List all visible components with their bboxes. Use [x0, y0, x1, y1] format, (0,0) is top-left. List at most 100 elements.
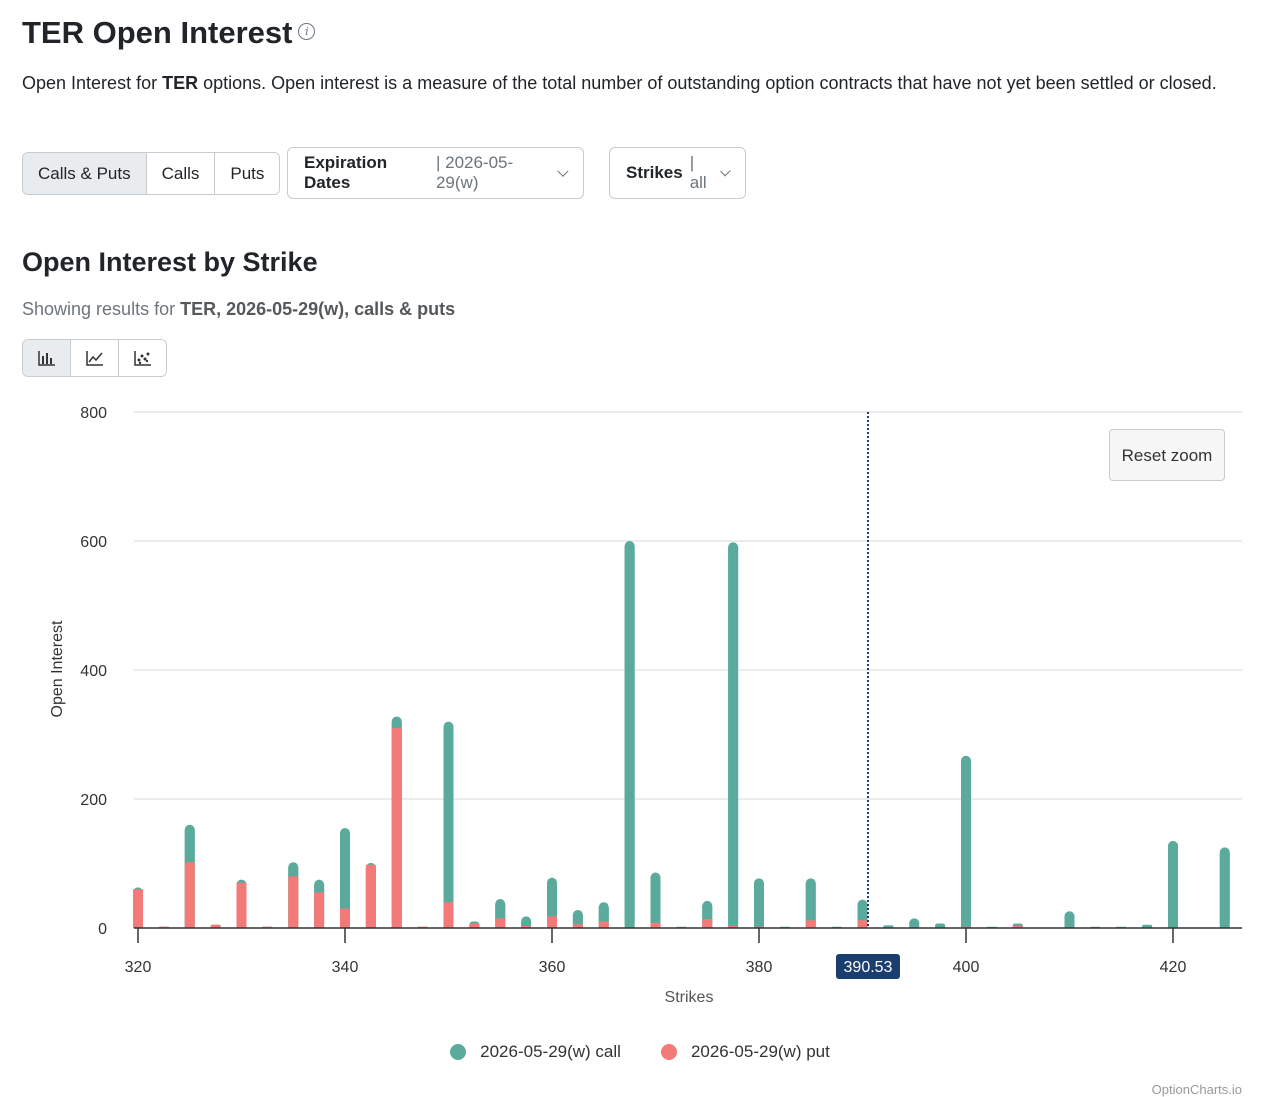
chart-type-toggle: [22, 339, 167, 377]
put-bar: [469, 923, 480, 928]
subtitle-bold: TER, 2026-05-29(w), calls & puts: [180, 299, 456, 319]
chart-bars: [133, 541, 1230, 928]
call-bar-body: [1168, 845, 1178, 928]
y-tick-label: 0: [98, 921, 107, 938]
strike-bar-397.5: [935, 923, 946, 928]
strike-bar-395: [909, 918, 920, 928]
x-tick-label: 340: [332, 959, 359, 976]
x-tick-label: 380: [746, 959, 773, 976]
put-bar-body: [210, 926, 221, 928]
tab-calls[interactable]: Calls: [146, 153, 216, 194]
current-price-badge: [835, 954, 900, 979]
line-chart-button[interactable]: [71, 340, 119, 376]
put-bar: [572, 924, 583, 928]
strike-bar-350: [443, 721, 454, 928]
strike-bar-327.5: [210, 924, 221, 928]
line-chart-icon: [85, 351, 103, 366]
chart-axes: 0 200 400 600 800 320 340 360 380 400 420 390.53: [80, 405, 1242, 979]
page-title: TER Open Interest: [22, 15, 293, 50]
description-ticker: TER: [162, 73, 199, 93]
x-tick-label: 400: [953, 959, 980, 976]
call-bar-body: [754, 883, 764, 928]
strike-bar-357.5: [521, 916, 532, 928]
put-bar: [288, 876, 299, 928]
open-interest-chart: 0 200 400 600 800 320 340 360 380 400 420 390.53 Op…: [49, 405, 1242, 1006]
results-subtitle: Showing results for TER, 2026-05-29(w), …: [22, 299, 455, 320]
put-bar: [184, 862, 195, 928]
bar-chart-button[interactable]: [23, 340, 71, 376]
info-icon[interactable]: i: [298, 23, 316, 40]
call-bar-body: [521, 921, 532, 928]
call-bar-body: [702, 905, 713, 928]
title-row: TER Open Interest i: [22, 12, 316, 54]
tab-calls-and-puts[interactable]: Calls & Puts: [23, 153, 147, 194]
put-bar: [598, 921, 609, 928]
chart-legend: 2026-05-29(w) call 2026-05-29(w) put: [0, 1042, 1280, 1062]
strike-bar-330: [236, 879, 247, 928]
reset-zoom-button[interactable]: Reset zoom: [1109, 429, 1225, 481]
current-price-label: 390.53: [844, 959, 893, 976]
strike-bar-380: [754, 878, 764, 928]
x-tick-label: 420: [1160, 959, 1187, 976]
x-tick-label: 360: [539, 959, 566, 976]
put-bar: [521, 926, 532, 928]
strike-bar-362.5: [572, 909, 583, 928]
call-bar-body: [598, 907, 609, 928]
strike-bar-352.5: [469, 921, 480, 928]
put-bar: [1012, 926, 1023, 928]
strike-bar-325: [184, 824, 195, 928]
strike-bar-342.5: [365, 862, 376, 928]
put-bar: [547, 916, 557, 928]
put-bar: [805, 920, 816, 928]
call-bar-body: [1219, 852, 1230, 928]
call-bar-body: [728, 547, 739, 928]
strike-bar-335: [288, 862, 299, 928]
expiration-dates-value: | 2026-05-29(w): [435, 153, 514, 192]
call-bar-body: [624, 546, 635, 928]
put-bar: [650, 922, 661, 928]
expiration-dates-dropdown[interactable]: Expiration Dates | 2026-05-29(w): [287, 147, 584, 199]
y-tick-label: 400: [80, 663, 107, 680]
put-bar: [314, 892, 325, 928]
y-tick-label: 600: [80, 534, 107, 551]
strike-bar-337.5: [314, 879, 325, 928]
strike-bar-417.5: [1142, 924, 1153, 928]
chart-grid: [134, 411, 1242, 800]
put-bar: [495, 918, 506, 928]
strike-bar-410: [1064, 911, 1075, 928]
call-bar-body: [547, 882, 557, 928]
tab-puts[interactable]: Puts: [215, 153, 280, 194]
call-bar-body: [857, 904, 868, 928]
legend-item-put[interactable]: 2026-05-29(w) put: [660, 1042, 830, 1062]
x-axis-title: Strikes: [665, 989, 714, 1006]
call-bar-body: [909, 923, 920, 928]
strike-bar-377.5: [728, 542, 739, 928]
legend-item-call[interactable]: 2026-05-29(w) call: [450, 1042, 621, 1062]
strikes-dropdown[interactable]: Strikes | all: [609, 147, 746, 199]
call-bar-body: [1142, 926, 1153, 928]
strike-bar-385: [805, 878, 816, 928]
call-bar-body: [650, 877, 661, 928]
strike-bar-365: [598, 902, 609, 928]
legend-label-call: 2026-05-29(w) call: [480, 1042, 621, 1061]
put-bar: [365, 864, 376, 928]
strike-bar-355: [495, 898, 506, 928]
put-bar: [443, 902, 454, 928]
strike-bar-345: [391, 716, 402, 928]
description-suffix: options. Open interest is a measure of t…: [198, 73, 1217, 93]
strike-bar-360: [547, 877, 557, 928]
description-prefix: Open Interest for: [22, 73, 163, 93]
call-bar-body: [495, 903, 506, 928]
strike-bar-420: [1168, 840, 1178, 928]
strikes-value: | all: [689, 153, 707, 192]
scatter-chart-button[interactable]: [119, 340, 166, 376]
put-bar: [702, 918, 713, 928]
call-bar-body: [443, 726, 454, 928]
strike-bar-320: [133, 887, 143, 928]
strike-bar-400: [961, 755, 971, 928]
legend-label-put: 2026-05-29(w) put: [690, 1042, 830, 1061]
call-bar-body: [961, 760, 971, 928]
strike-bar-340: [340, 828, 350, 928]
page-description: Open Interest for TER options. Open inte…: [22, 70, 1232, 96]
put-bar: [728, 926, 739, 928]
